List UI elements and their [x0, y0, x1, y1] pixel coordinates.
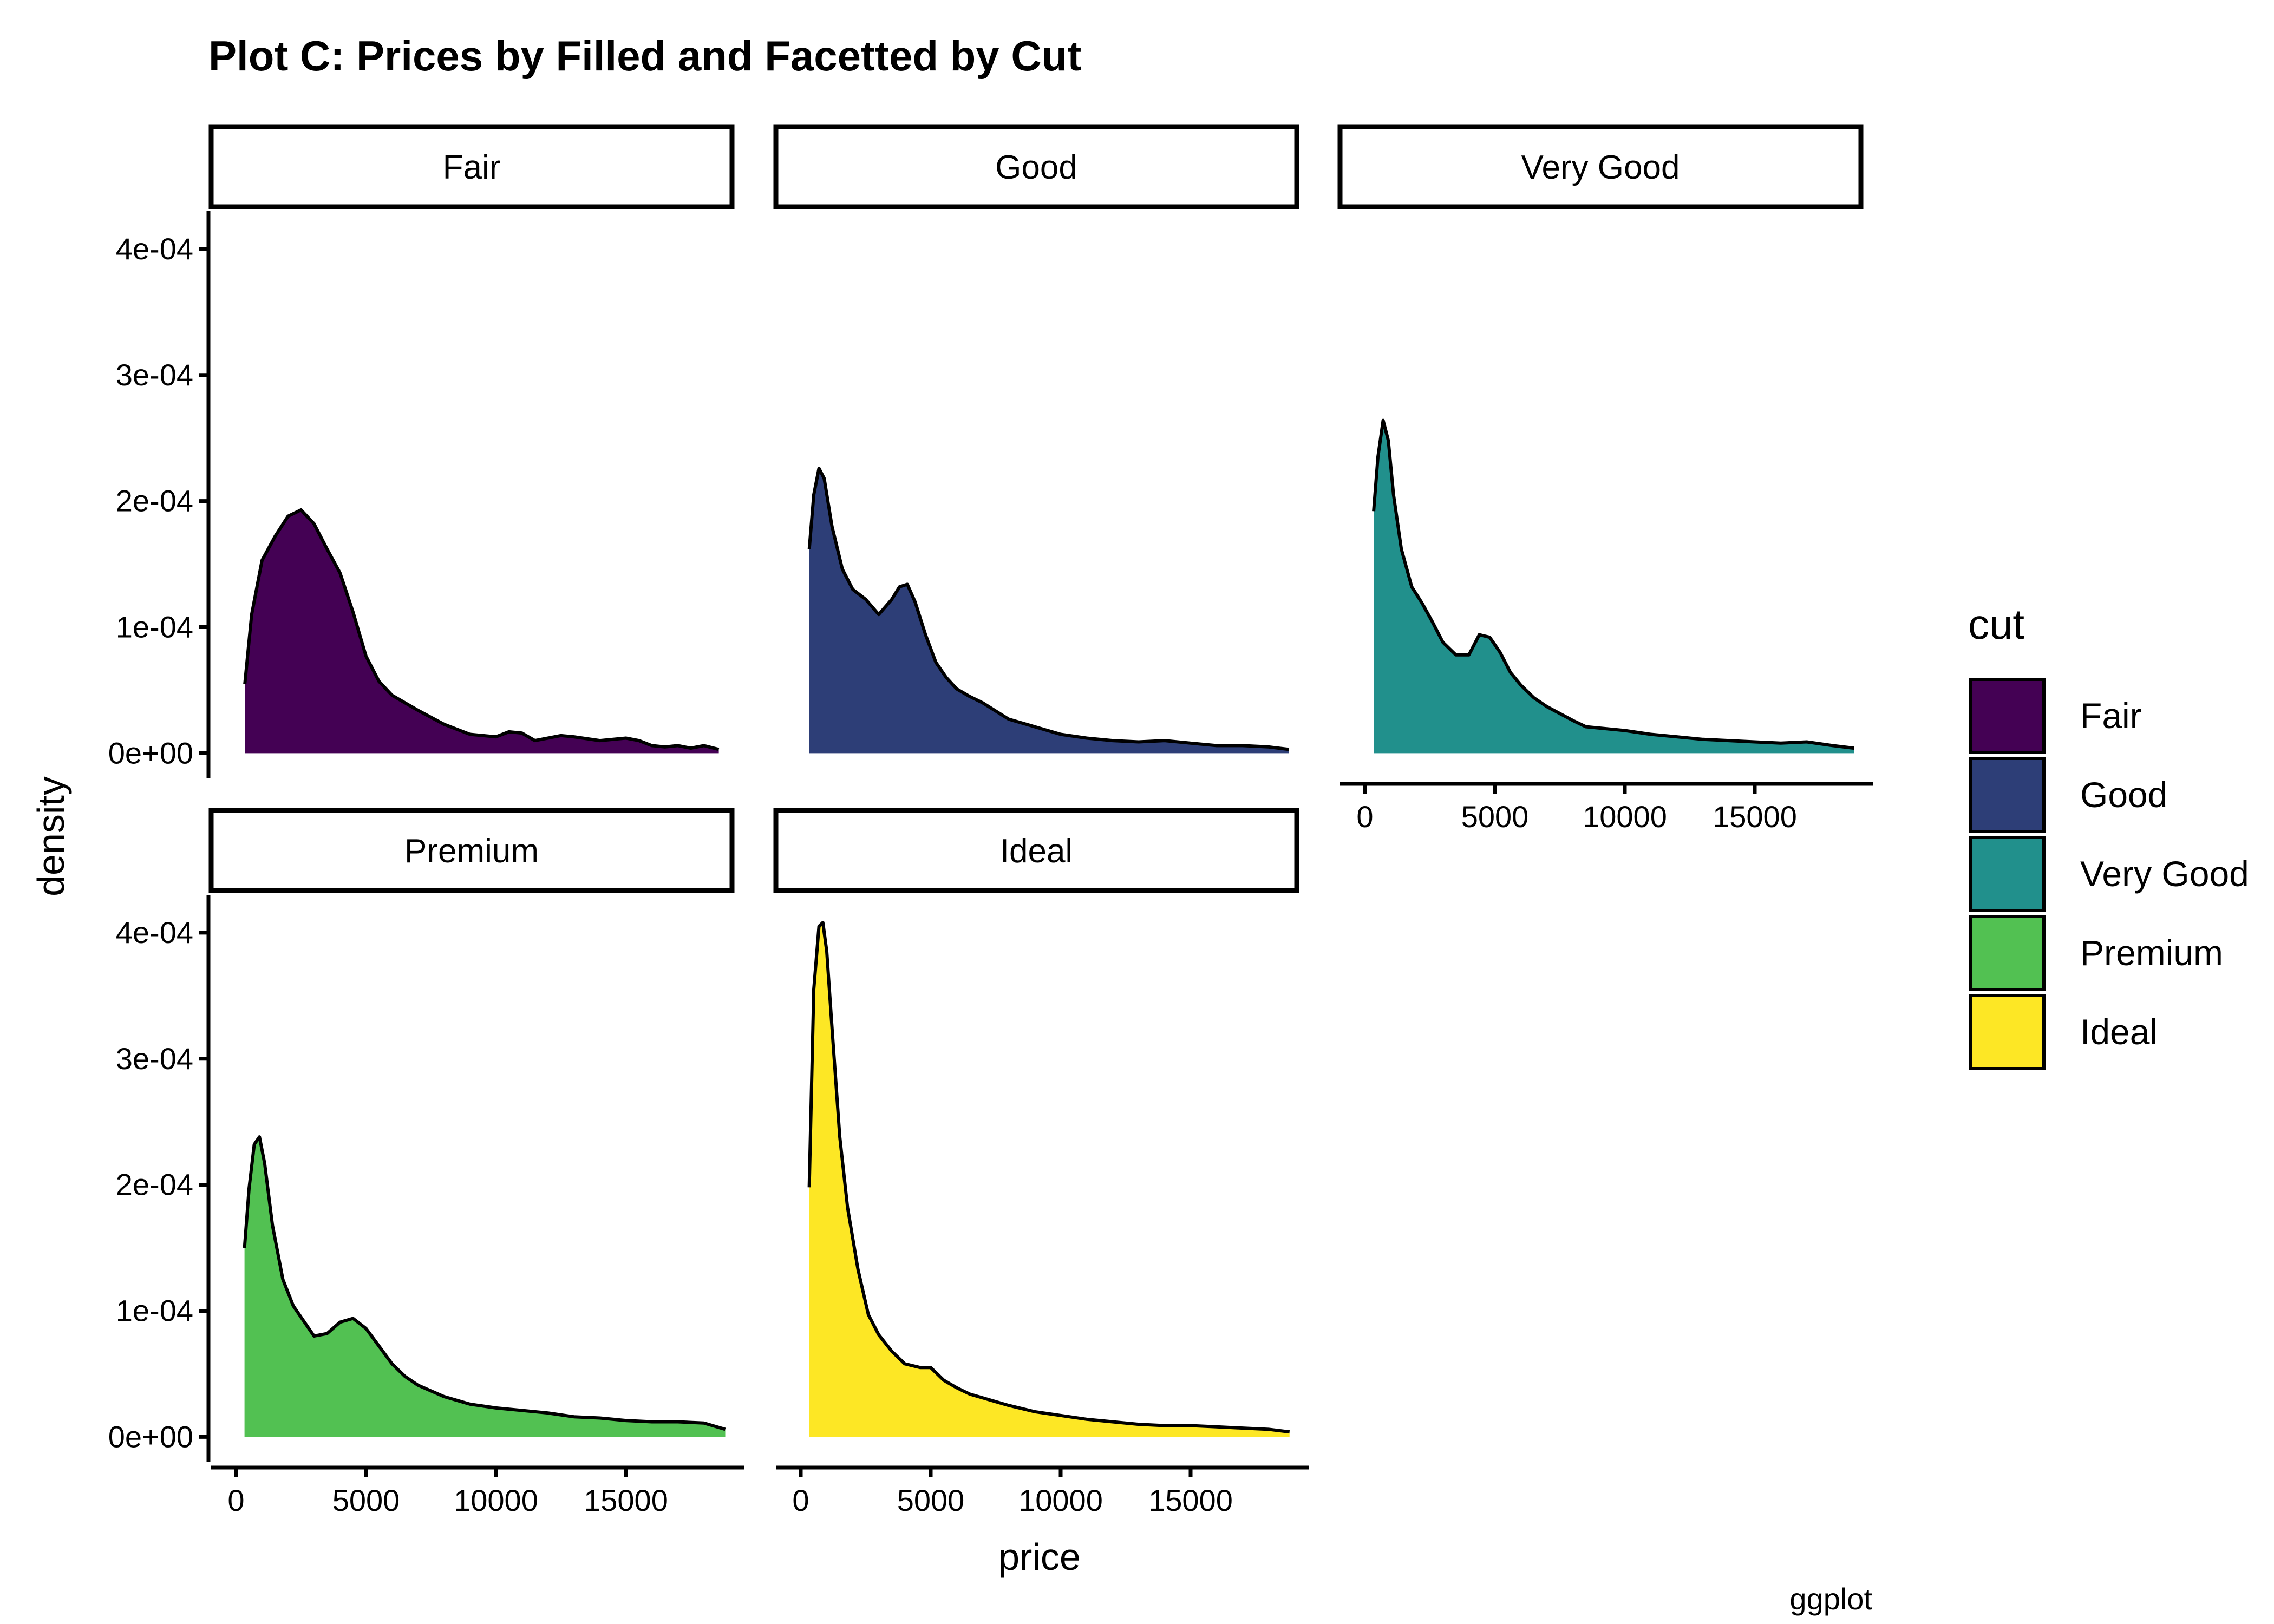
panel-good: Good — [773, 124, 1299, 754]
panel-very-good: Very Good 0 5000 10000 15000 — [1337, 124, 1873, 834]
facet-panels: Fair 0e+00 1e-04 2e-04 3e-04 4e-04 Good Very Go… — [108, 124, 1873, 1517]
y-tick-label-fair-4: 4e-04 — [116, 232, 193, 266]
legend-label-premium: Premium — [2080, 933, 2223, 973]
x-axis-title: price — [998, 1536, 1081, 1578]
legend-key-good — [1969, 757, 2046, 833]
y-tick-label-fair-3: 3e-04 — [116, 358, 193, 392]
legend-key-fair — [1969, 678, 2046, 754]
x-tick-label-premium-1: 5000 — [332, 1483, 400, 1517]
strip-label-very-good: Very Good — [1521, 149, 1680, 186]
x-tick-label-very-good-1: 5000 — [1461, 800, 1529, 834]
x-tick-label-ideal-3: 15000 — [1148, 1483, 1233, 1517]
y-tick-label-fair-2: 2e-04 — [116, 484, 193, 518]
strip-label-ideal: Ideal — [1000, 833, 1073, 870]
strip-label-good: Good — [995, 149, 1077, 186]
panel-premium: Premium 0e+00 1e-04 2e-04 3e-04 4e-04 0 5000 100… — [108, 808, 744, 1517]
legend-key-premium — [1969, 915, 2046, 991]
y-tick-label-premium-2: 2e-04 — [116, 1168, 193, 1202]
x-tick-label-premium-3: 15000 — [584, 1483, 668, 1517]
legend-label-good: Good — [2080, 775, 2167, 815]
y-tick-label-premium-4: 4e-04 — [116, 915, 193, 949]
y-tick-label-premium-3: 3e-04 — [116, 1042, 193, 1076]
density-area-very-good — [1374, 420, 1854, 754]
strip-ideal — [773, 808, 1299, 893]
legend-label-fair: Fair — [2080, 696, 2142, 736]
y-tick-label-fair-0: 0e+00 — [108, 736, 193, 770]
legend: cut Fair Good Very Good Premium Ideal — [1968, 600, 2249, 1070]
chart-title: Plot C: Prices by Filled and Facetted by… — [208, 32, 1081, 80]
y-axis-title: density — [30, 776, 72, 896]
x-tick-label-very-good-2: 10000 — [1583, 800, 1667, 834]
strip-label-premium: Premium — [404, 833, 539, 870]
x-tick-label-premium-0: 0 — [227, 1483, 244, 1517]
x-tick-label-ideal-1: 5000 — [897, 1483, 965, 1517]
legend-label-ideal: Ideal — [2080, 1012, 2158, 1052]
strip-premium — [208, 808, 735, 893]
density-area-ideal — [809, 922, 1290, 1437]
legend-key-very-good — [1969, 836, 2046, 912]
density-line-fair — [243, 508, 720, 751]
x-tick-label-very-good-0: 0 — [1356, 800, 1373, 834]
x-tick-label-ideal-0: 0 — [792, 1483, 809, 1517]
x-tick-label-very-good-3: 15000 — [1713, 800, 1797, 834]
legend-key-ideal — [1969, 994, 2046, 1070]
strip-fair — [208, 124, 735, 209]
density-line-ideal — [807, 921, 1290, 1434]
y-tick-label-premium-0: 0e+00 — [108, 1419, 193, 1453]
strip-label-fair: Fair — [443, 149, 501, 186]
strip-very-good — [1337, 124, 1864, 209]
density-area-premium — [244, 1137, 726, 1437]
panel-fair: Fair 0e+00 1e-04 2e-04 3e-04 4e-04 — [108, 124, 735, 778]
density-line-premium — [243, 1135, 726, 1431]
panel-ideal: Ideal 0 5000 10000 15000 — [773, 808, 1309, 1517]
density-area-good — [809, 468, 1289, 754]
density-line-very-good — [1372, 418, 1854, 750]
density-line-good — [807, 467, 1290, 751]
y-tick-label-premium-1: 1e-04 — [116, 1294, 193, 1328]
caption: ggplot — [1789, 1582, 1872, 1616]
legend-label-very-good: Very Good — [2080, 854, 2249, 894]
legend-title: cut — [1968, 600, 2024, 648]
x-tick-label-ideal-2: 10000 — [1018, 1483, 1103, 1517]
x-tick-label-premium-2: 10000 — [454, 1483, 538, 1517]
density-area-fair — [245, 509, 719, 754]
strip-good — [773, 124, 1299, 209]
y-tick-label-fair-1: 1e-04 — [116, 610, 193, 644]
